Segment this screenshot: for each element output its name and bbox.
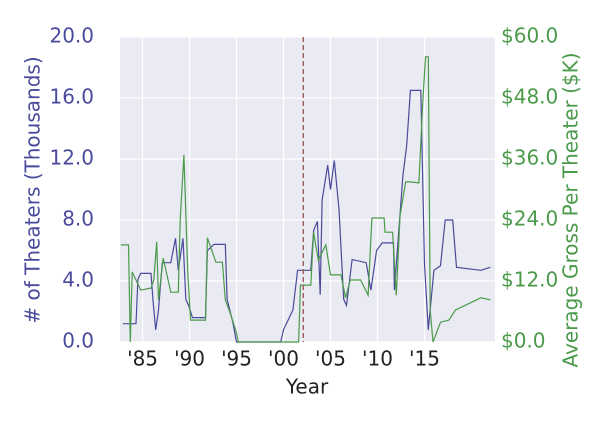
x-axis-label: Year <box>285 375 329 399</box>
y2-tick-label: $48.0 <box>501 85 558 109</box>
x-tick-label: '90 <box>174 347 205 371</box>
x-tick-label: '15 <box>409 347 440 371</box>
y-tick-label: 8.0 <box>62 207 94 231</box>
x-tick-label: '00 <box>268 347 299 371</box>
y-tick-label: 20.0 <box>49 24 94 48</box>
y2-tick-label: $0.0 <box>501 329 546 353</box>
plot-area <box>120 37 495 342</box>
series-line <box>120 56 491 343</box>
y-axis-label: # of Theaters (Thousands) <box>21 56 45 323</box>
y-tick-label: 4.0 <box>62 268 94 292</box>
x-tick-label: '95 <box>221 347 252 371</box>
y2-axis-label: Average Gross Per Theater ($K) <box>559 52 583 367</box>
x-tick-label: '10 <box>362 347 393 371</box>
y2-tick-label: $24.0 <box>501 207 558 231</box>
y2-tick-label: $36.0 <box>501 146 558 170</box>
y-tick-label: 12.0 <box>49 146 94 170</box>
y2-tick-label: $12.0 <box>501 268 558 292</box>
x-tick-label: '05 <box>315 347 346 371</box>
x-tick-label: '85 <box>127 347 158 371</box>
y-tick-label: 0.0 <box>62 329 94 353</box>
series-line <box>122 89 491 343</box>
y2-tick-label: $60.0 <box>501 24 558 48</box>
y-tick-label: 16.0 <box>49 85 94 109</box>
